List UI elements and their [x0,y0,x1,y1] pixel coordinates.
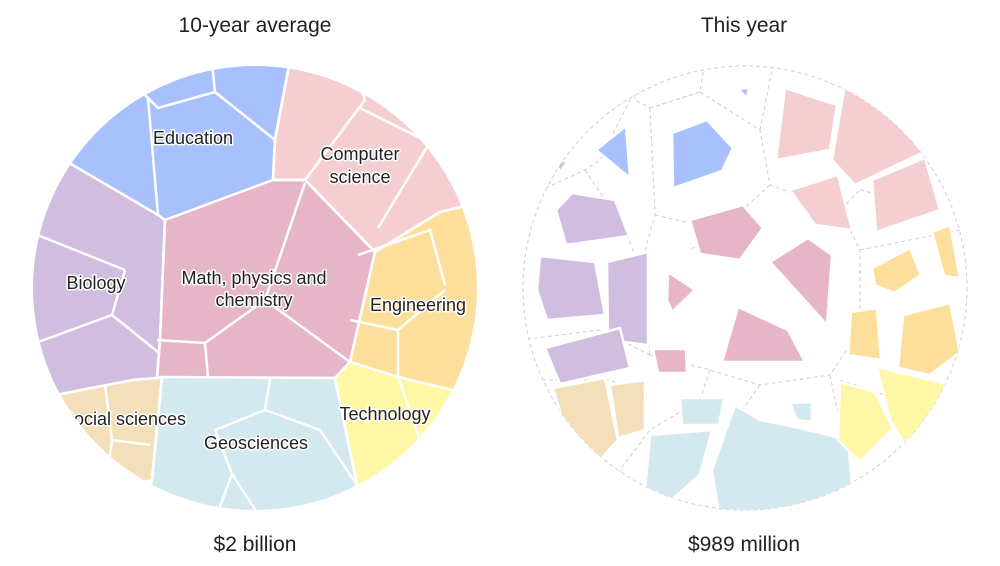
outline-circle [522,65,968,511]
panel-total-this-year: $989 million [687,533,801,556]
this-year-geosciences-1 [678,396,726,427]
this-year-engineering-3 [846,306,883,362]
label-math-physics-line2: chemistry [215,290,292,310]
this-year-biology-4 [605,250,650,347]
panel-title-average: 10-year average [178,14,332,37]
this-year-education-3 [736,86,751,100]
label-education: Education [153,128,233,148]
this-year-math-1 [688,203,765,262]
this-year-engineering-2 [930,223,962,280]
this-year-math-5 [651,347,689,375]
this-year-education-1 [594,124,632,180]
panel-title-this-year: This year [700,14,788,37]
label-computer-science-line1: Computer [320,144,399,164]
label-social-sciences: Social sciences [62,409,186,429]
this-year-voronoi [522,65,968,511]
this-year-biology-5 [543,326,632,386]
this-year-math-2 [665,270,697,314]
label-geosciences: Geosciences [204,433,308,453]
label-technology: Technology [339,404,430,424]
this-year-social-2 [608,378,647,440]
label-biology: Biology [66,273,125,293]
technology-region [333,360,477,510]
average-voronoi: Education Computer science Biology Math,… [33,66,477,510]
this-year-geosciences-4 [710,403,857,510]
this-year-engineering-4 [896,301,962,377]
this-year-technology-1 [836,380,895,464]
this-year-geosciences-3 [643,428,714,510]
this-year-education-2 [670,118,735,190]
this-year-cs-3 [788,173,854,232]
this-year-math-3 [768,236,834,327]
this-year-technology-2 [875,365,952,454]
this-year-engineering-1 [870,246,923,295]
this-year-biology-2 [554,191,631,247]
panel-total-average: $2 billion [213,533,297,556]
this-year-geosciences-2 [788,400,814,424]
label-engineering: Engineering [370,295,466,315]
label-computer-science-line2: science [329,167,390,187]
this-year-social-1 [551,376,620,462]
this-year-cs-1 [774,86,839,162]
label-math-physics-line1: Math, physics and [181,268,326,288]
this-year-biology-3 [535,254,607,322]
this-year-math-4 [720,305,807,364]
this-year-cs-4 [870,156,942,234]
